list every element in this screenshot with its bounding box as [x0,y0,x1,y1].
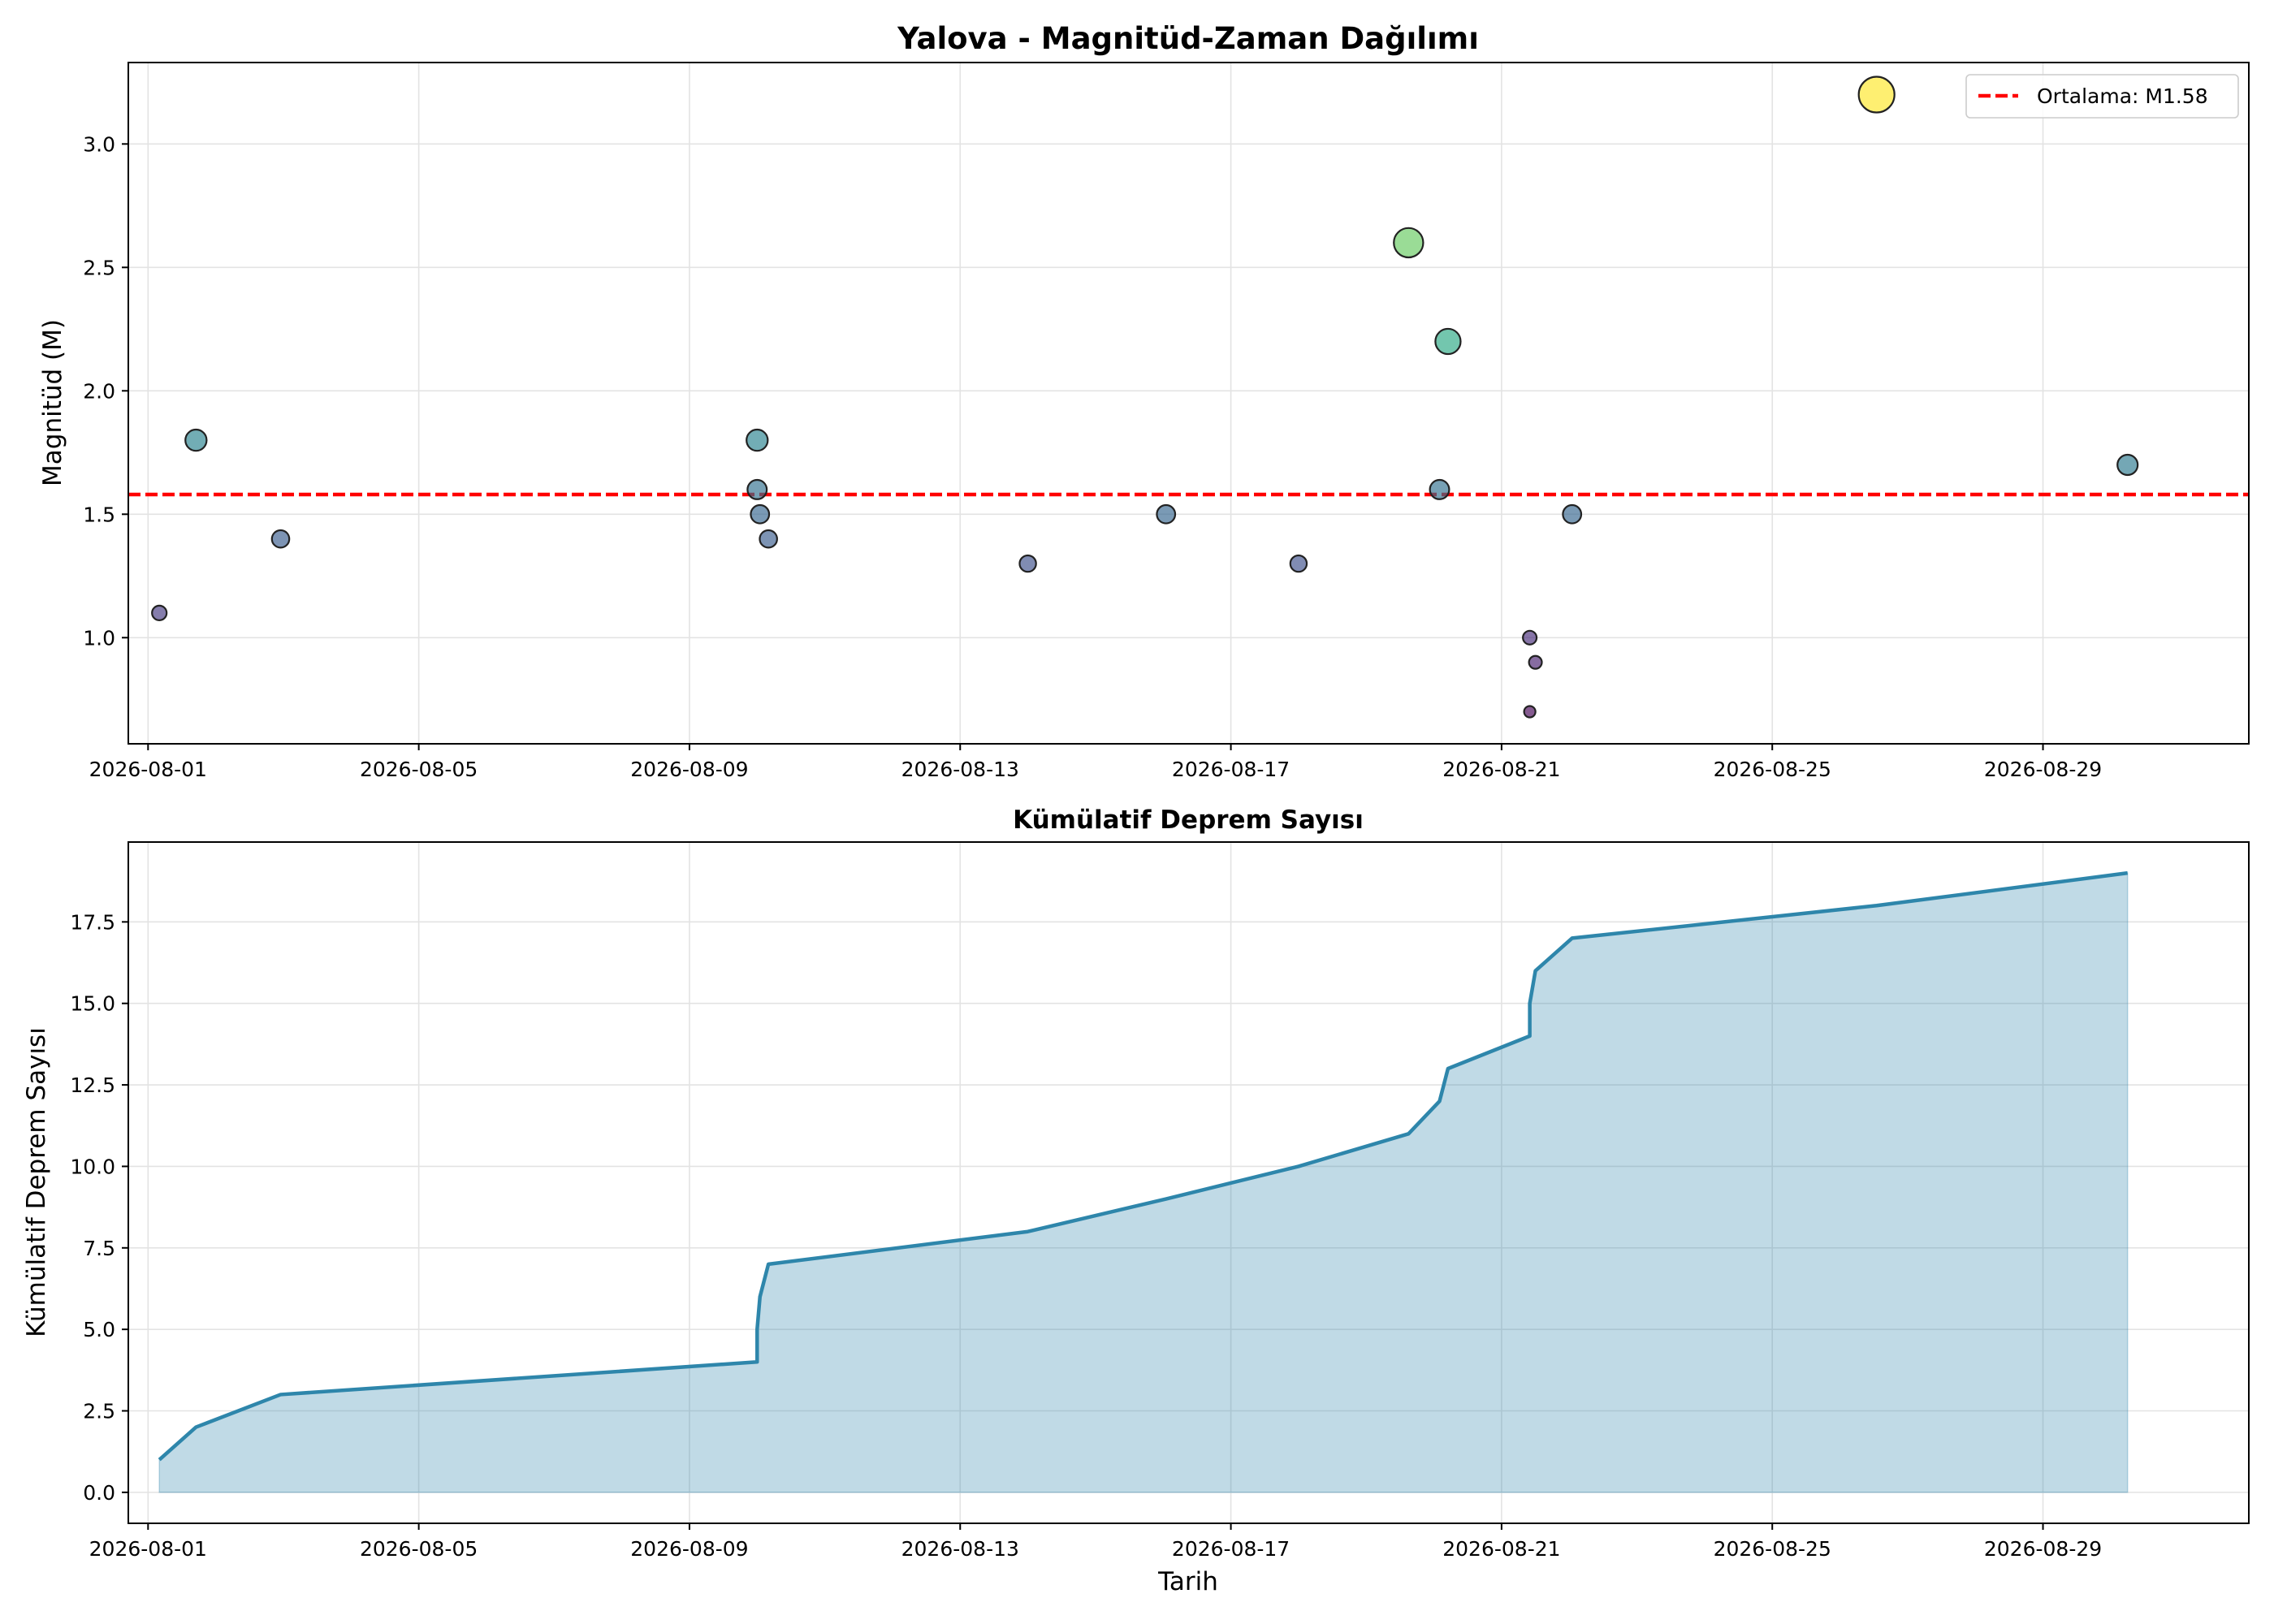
earthquake-point [1393,227,1424,259]
top-y-tick-label: 2.5 [83,256,115,279]
bottom-chart-title: Kümülatif Deprem Sayısı [1013,806,1364,835]
bottom-y-tick-label: 0.0 [83,1481,115,1505]
top-chart-title: Yalova - Magnitüd-Zaman Dağılımı [897,21,1479,56]
earthquake-point [1289,554,1308,573]
bottom-y-axis: 0.0 2.5 5.0 7.5 10.0 12.5 15.0 17.5 [70,910,128,1505]
top-y-tick-label: 2.0 [83,379,115,403]
bottom-y-tick-label: 2.5 [83,1400,115,1423]
top-x-tick-label: 2026-08-05 [360,758,478,781]
bottom-x-tick-label: 2026-08-09 [630,1537,748,1561]
earthquake-point [1522,629,1538,646]
earthquake-point [1429,478,1450,500]
top-x-tick-label: 2026-08-13 [901,758,1019,781]
bottom-x-tick-label: 2026-08-05 [360,1537,478,1561]
earthquake-point [746,478,768,500]
magnitude-time-panel: Yalova - Magnitüd-Zaman Dağılımı 2026-08… [38,21,2250,781]
top-grid [128,63,2249,744]
bottom-y-tick-label: 10.0 [70,1155,115,1178]
top-y-axis-label: Magnitüd (M) [38,319,67,486]
earthquake-point [1018,554,1037,573]
top-x-tick-label: 2026-08-29 [1984,758,2102,781]
bottom-y-tick-label: 15.0 [70,992,115,1016]
earthquake-point [1156,503,1177,525]
bottom-x-axis: 2026-08-01 2026-08-05 2026-08-09 2026-08-13… [89,1523,2102,1561]
earthquake-point [750,503,771,525]
bottom-x-tick-label: 2026-08-13 [901,1537,1019,1561]
bottom-y-axis-label: Kümülatif Deprem Sayısı [22,1027,51,1337]
bottom-x-tick-label: 2026-08-17 [1172,1537,1290,1561]
bottom-x-tick-label: 2026-08-29 [1984,1537,2102,1561]
bottom-x-axis-label: Tarih [1157,1567,1218,1596]
bottom-x-tick-label: 2026-08-21 [1442,1537,1560,1561]
earthquake-point [270,529,291,549]
earthquake-point [1434,327,1462,356]
earthquake-point [184,428,208,452]
bottom-y-tick-label: 5.0 [83,1318,115,1341]
bottom-marks [158,870,2129,1493]
bottom-y-tick-label: 7.5 [83,1237,115,1260]
top-plot-frame [128,62,2250,745]
bottom-x-tick-label: 2026-08-01 [89,1537,207,1561]
legend: Ortalama: M1.58 [1965,74,2239,119]
top-y-tick-label: 3.0 [83,132,115,156]
earthquake-point [1562,503,1583,525]
earthquake-point [2116,453,2139,477]
top-x-axis: 2026-08-01 2026-08-05 2026-08-09 2026-08-13… [89,744,2102,781]
earthquake-point [759,529,778,549]
top-marks [128,76,2249,719]
earthquake-point [746,428,769,452]
top-x-tick-label: 2026-08-17 [1172,758,1290,781]
earthquake-point [1523,705,1537,719]
top-y-axis: 1.0 1.5 2.0 2.5 3.0 [83,132,128,650]
top-x-tick-label: 2026-08-21 [1442,758,1560,781]
bottom-plot-frame [128,841,2250,1524]
bottom-x-tick-label: 2026-08-25 [1714,1537,1831,1561]
cumulative-count-line [158,870,2128,1462]
bottom-y-tick-label: 17.5 [70,910,115,934]
top-x-tick-label: 2026-08-01 [89,758,207,781]
top-y-tick-label: 1.5 [83,503,115,526]
top-x-tick-label: 2026-08-25 [1714,758,1831,781]
legend-mean-label: Ortalama: M1.58 [2037,84,2208,108]
earthquake-point [1857,76,1896,114]
cumulative-count-panel: Kümülatif Deprem Sayısı 2026-08-01 2026-0… [22,806,2250,1596]
top-x-tick-label: 2026-08-09 [630,758,748,781]
bottom-y-tick-label: 12.5 [70,1073,115,1097]
top-y-tick-label: 1.0 [83,626,115,650]
legend-box [1965,74,2239,119]
earthquake-point [1528,654,1543,670]
earthquake-point [151,604,168,621]
